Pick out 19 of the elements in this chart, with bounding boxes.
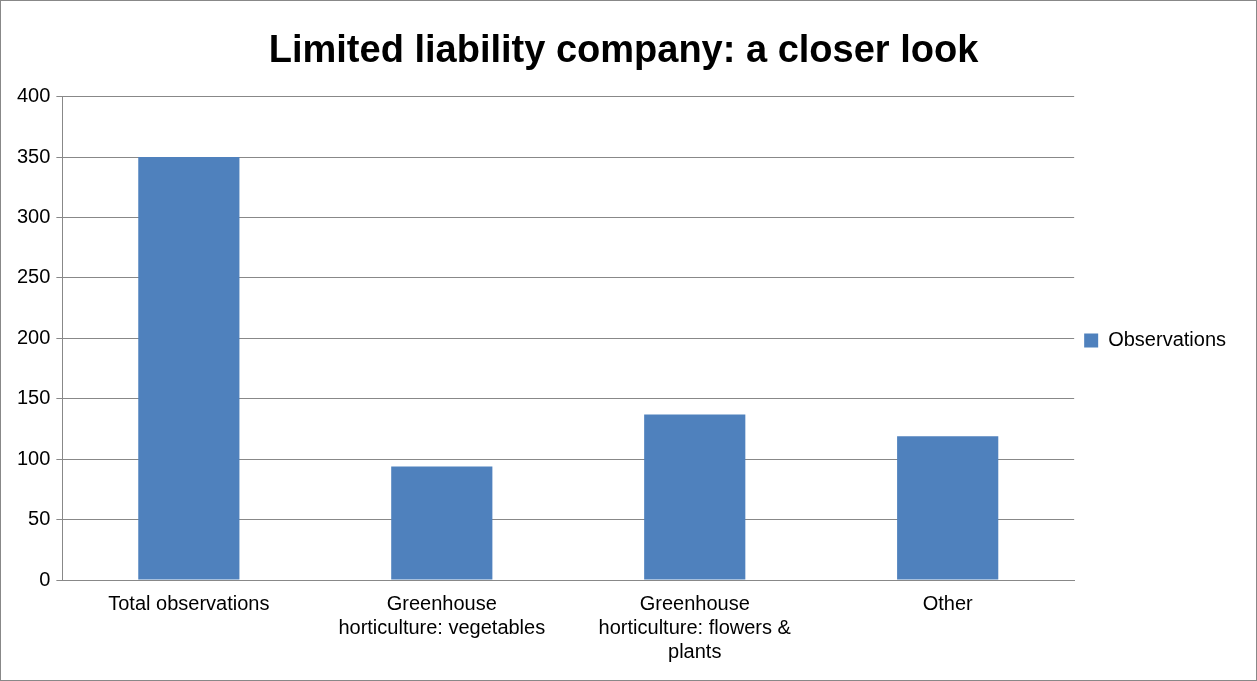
x-tick-label: Greenhouse horticulture: flowers & plants (598, 591, 792, 662)
y-tick-label: 0 (39, 567, 51, 590)
y-tick-label: 350 (16, 144, 51, 167)
bar (138, 157, 240, 580)
y-tick-label: 400 (16, 84, 51, 107)
x-tick-label: Total observations (108, 591, 270, 614)
bar (644, 414, 746, 580)
y-tick-label: 250 (16, 265, 51, 288)
legend-label: Observations (1108, 328, 1227, 351)
y-tick-label: 100 (16, 446, 51, 469)
y-tick-label: 300 (16, 204, 51, 227)
x-tick-label: Greenhouse horticulture: vegetables (338, 591, 546, 638)
y-tick-label: 200 (16, 325, 51, 348)
y-tick-label: 50 (28, 507, 51, 530)
y-tick-label: 150 (16, 386, 51, 409)
bar (897, 436, 999, 580)
x-tick-label: Other (922, 591, 974, 614)
chart-title: Limited liability company: a closer look (268, 28, 980, 71)
bar (391, 466, 493, 580)
